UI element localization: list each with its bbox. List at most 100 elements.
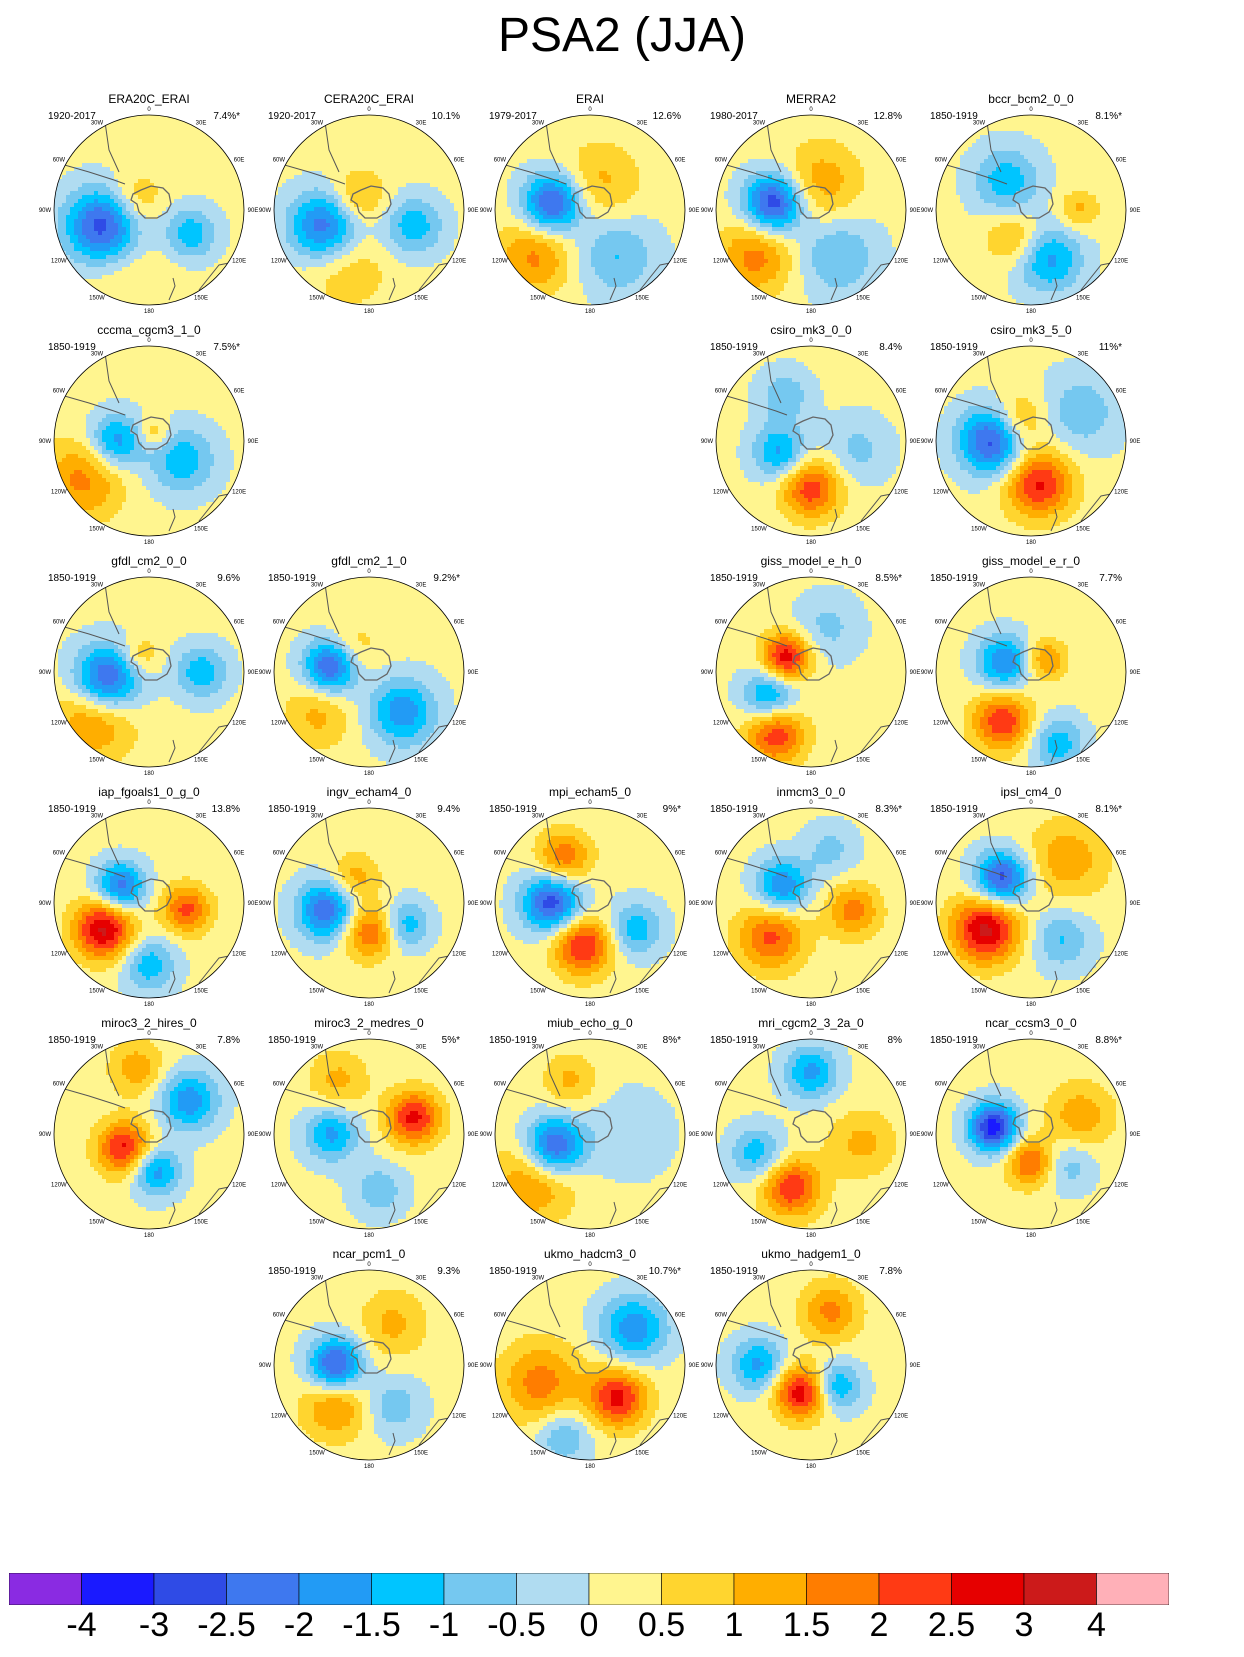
panel-title: csiro_mk3_5_0 (918, 323, 1144, 337)
longitude-label: 120W (713, 721, 729, 727)
longitude-label: 90E (248, 208, 259, 214)
panel-variance: 7.7% (1099, 573, 1122, 584)
longitude-label: 90E (1130, 439, 1141, 445)
panel-period: 1850-1919 (268, 1035, 316, 1046)
longitude-label: 60E (1116, 158, 1127, 164)
antarctica-outline (350, 878, 392, 912)
longitude-label: 30E (637, 1276, 648, 1282)
longitude-label: 120E (673, 259, 687, 265)
longitude-label: 120E (1114, 721, 1128, 727)
longitude-label: 30E (196, 814, 207, 820)
longitude-label: 0 (1029, 107, 1033, 113)
polar-map: 0 30E 60E 90E 120E 150E 180 150W 120W 90W 60W 30W (480, 1262, 700, 1470)
panel-period: 1850-1919 (710, 573, 758, 584)
longitude-label: 90W (39, 208, 52, 214)
longitude-label: 0 (367, 1262, 371, 1268)
longitude-label: 30W (311, 1045, 324, 1051)
longitude-label: 150E (414, 1220, 428, 1226)
longitude-label: 90W (921, 439, 934, 445)
colorbar-tick-label: -1.5 (342, 1606, 401, 1645)
longitude-label: 150W (89, 527, 105, 533)
longitude-label: 60W (715, 158, 728, 164)
longitude-label: 90W (39, 670, 52, 676)
longitude-label: 30W (753, 814, 766, 820)
polar-map: 0 30E 60E 90E 120E 150E 180 150W 120W 90W 60W 30W (39, 338, 259, 546)
longitude-label: 90W (921, 670, 934, 676)
longitude-label: 180 (806, 771, 817, 777)
colorbar-tick-label: 4 (1087, 1606, 1106, 1645)
longitude-label: 30W (973, 1045, 986, 1051)
longitude-label: 150W (751, 989, 767, 995)
longitude-label: 60W (494, 851, 507, 857)
panel-variance: 12.8% (874, 111, 902, 122)
longitude-label: 150E (635, 989, 649, 995)
longitude-label: 90W (39, 1132, 52, 1138)
longitude-label: 0 (1029, 569, 1033, 575)
map-boundary (53, 114, 245, 306)
panel-period: 1850-1919 (930, 1035, 978, 1046)
longitude-label: 180 (1026, 1002, 1037, 1008)
longitude-label: 90E (910, 901, 921, 907)
panel-period: 1850-1919 (710, 804, 758, 815)
south-america-coastline (716, 346, 788, 416)
south-america-coastline (54, 577, 126, 647)
longitude-label: 0 (367, 569, 371, 575)
longitude-label: 30E (416, 1276, 427, 1282)
longitude-label: 120W (713, 1414, 729, 1420)
longitude-label: 120W (271, 952, 287, 958)
panel-period: 1920-2017 (48, 111, 96, 122)
map-panel: gfdl_cm2_1_0 1850-1919 9.2%* 0 30E 60E 90E 120E… (256, 554, 482, 796)
longitude-label: 180 (144, 771, 155, 777)
longitude-label: 0 (147, 569, 151, 575)
longitude-label: 150E (194, 989, 208, 995)
longitude-label: 30E (1078, 814, 1089, 820)
panel-title: MERRA2 (698, 92, 924, 106)
longitude-label: 120E (894, 1414, 908, 1420)
longitude-label: 150W (971, 527, 987, 533)
colorbar-tick-label: -2 (284, 1606, 314, 1645)
longitude-label: 90W (480, 901, 493, 907)
longitude-label: 120W (271, 721, 287, 727)
panel-variance: 5%* (442, 1035, 460, 1046)
colorbar-swatch (661, 1573, 735, 1605)
longitude-label: 120E (452, 1414, 466, 1420)
colorbar-tick-label: 0 (580, 1606, 599, 1645)
panel-period: 1850-1919 (930, 573, 978, 584)
longitude-label: 180 (364, 1002, 375, 1008)
polar-map: 0 30E 60E 90E 120E 150E 180 150W 120W 90W 60W 30W (39, 800, 259, 1008)
polar-map: 0 30E 60E 90E 120E 150E 180 150W 120W 90W 60W 30W (701, 107, 921, 315)
longitude-label: 0 (588, 800, 592, 806)
colorbar-swatch (298, 1573, 372, 1605)
longitude-label: 180 (364, 771, 375, 777)
antarctica-outline (350, 647, 392, 681)
colorbar-swatch (9, 1573, 82, 1605)
longitude-label: 0 (809, 1031, 813, 1037)
longitude-label: 0 (1029, 800, 1033, 806)
panel-title: ERA20C_ERAI (36, 92, 262, 106)
longitude-label: 90E (910, 208, 921, 214)
panel-period: 1850-1919 (710, 1035, 758, 1046)
panel-variance: 8.1%* (1095, 804, 1122, 815)
longitude-label: 60E (896, 1313, 907, 1319)
longitude-label: 150E (1076, 527, 1090, 533)
longitude-label: 120W (271, 1414, 287, 1420)
longitude-label: 150W (89, 296, 105, 302)
colorbar-swatch (516, 1573, 590, 1605)
panel-variance: 8.3%* (875, 804, 902, 815)
longitude-label: 120W (492, 1183, 508, 1189)
longitude-label: 90E (689, 1363, 700, 1369)
longitude-label: 120E (894, 1183, 908, 1189)
longitude-label: 120E (894, 952, 908, 958)
longitude-label: 90E (1130, 208, 1141, 214)
antarctica-outline (350, 1340, 392, 1374)
panel-period: 1850-1919 (930, 804, 978, 815)
longitude-label: 180 (144, 1002, 155, 1008)
panel-title: inmcm3_0_0 (698, 785, 924, 799)
longitude-label: 30E (637, 814, 648, 820)
longitude-label: 60E (454, 620, 465, 626)
longitude-label: 0 (367, 1031, 371, 1037)
longitude-label: 30E (196, 121, 207, 127)
longitude-label: 60W (273, 851, 286, 857)
antarctica-outline (792, 416, 834, 450)
